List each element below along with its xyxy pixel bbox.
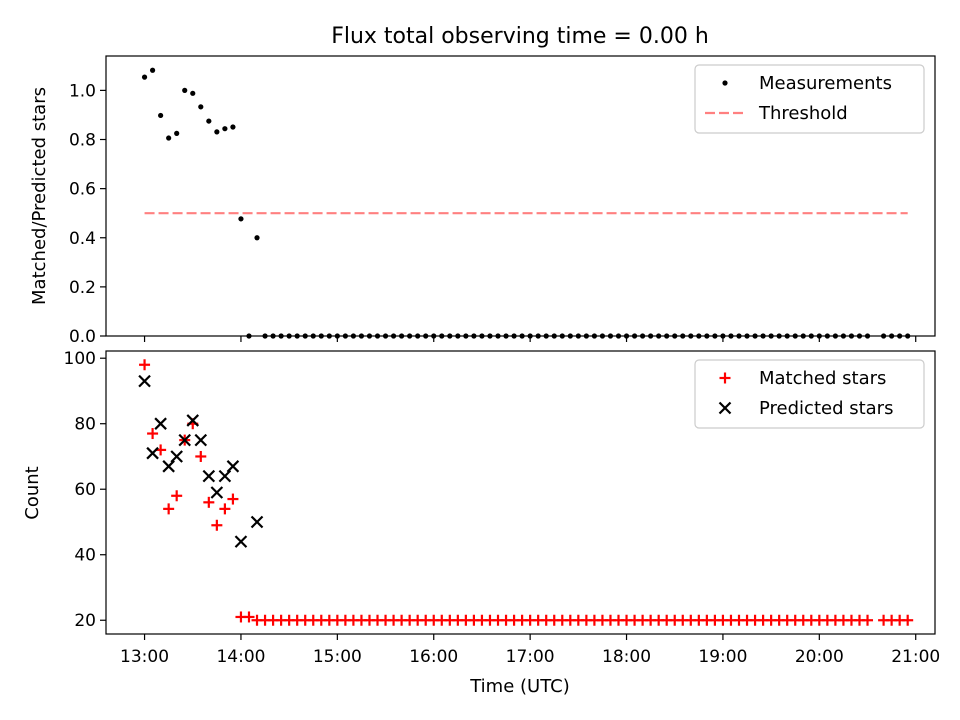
predicted-stars-point (178, 433, 192, 447)
measurements-point (238, 216, 244, 222)
measurements-point (222, 126, 228, 132)
predicted-stars-point (226, 460, 240, 473)
matched-stars-point (243, 611, 255, 623)
panel-ratio: 0.0 0.2 0.4 0.6 0.8 1.0 Matched/Predicted sta… (29, 55, 936, 347)
measurements-point (206, 118, 212, 124)
y-tick-label: 20 (74, 611, 96, 631)
measurements-point (230, 124, 236, 130)
predicted-stars-point (202, 469, 216, 483)
legend-swatch-measurements (722, 80, 728, 86)
predicted-stars-point (194, 433, 208, 447)
x-tick-label: 17:00 (506, 647, 555, 667)
ratio-legend: Measurements Threshold (694, 64, 925, 134)
legend-box (694, 64, 925, 134)
y-tick-label: 0.0 (69, 327, 96, 347)
matched-stars-point (139, 359, 151, 371)
measurements-point (198, 104, 204, 110)
y-tick-label: 80 (74, 415, 96, 435)
x-tick-label: 18:00 (602, 647, 651, 667)
ratio-y-ticks: 0.0 0.2 0.4 0.6 0.8 1.0 (69, 81, 106, 347)
matched-stars-point (171, 490, 183, 502)
predicted-stars-point (186, 414, 200, 427)
ratio-x-ticks (143, 336, 917, 342)
predicted-stars-point (210, 486, 224, 499)
x-tick-label: 21:00 (891, 647, 940, 667)
predicted-stars-point (146, 446, 159, 460)
matched-stars-point (147, 428, 159, 440)
count-x-ticks: 13:00 14:00 15:00 16:00 17:00 18:00 19:00 20:00… (120, 634, 940, 667)
legend-box (694, 359, 925, 429)
measurements-point (182, 87, 188, 93)
predicted-stars-point (138, 374, 151, 388)
matched-stars-point (219, 503, 231, 515)
count-y-axis-label: Count (22, 466, 43, 519)
y-tick-label: 60 (74, 480, 96, 500)
y-tick-label: 100 (64, 349, 96, 369)
predicted-stars-point (162, 460, 175, 473)
measurements-point (149, 67, 156, 73)
predicted-stars-point (250, 515, 264, 529)
y-tick-label: 0.8 (69, 131, 96, 151)
matched-stars-point (203, 496, 215, 508)
matched-stars-point (195, 450, 207, 462)
measurements-point (166, 135, 172, 141)
predicted-stars-point (154, 417, 167, 430)
predicted-stars-point (234, 535, 248, 548)
predicted-stars-point (170, 450, 183, 463)
measurements-point (174, 130, 180, 136)
count-axes-frame (105, 350, 936, 635)
x-tick-label: 20:00 (795, 647, 844, 667)
matched-stars-point (211, 519, 223, 531)
count-marks (138, 359, 914, 626)
predicted-stars-point (218, 469, 232, 483)
count-legend: Matched stars Predicted stars (694, 359, 925, 429)
legend-label-matched-stars: Matched stars (759, 368, 886, 389)
measurements-point (190, 90, 196, 96)
matched-stars-point (902, 614, 914, 626)
x-tick-label: 15:00 (313, 647, 362, 667)
legend-swatch-matched-stars (719, 372, 731, 384)
measurements-point (214, 129, 220, 135)
y-tick-label: 1.0 (69, 81, 96, 101)
x-tick-label: 14:00 (216, 647, 265, 667)
measurements-point (254, 235, 260, 241)
y-tick-label: 0.6 (69, 180, 96, 200)
ratio-axes-frame (105, 55, 936, 337)
x-tick-label: 19:00 (698, 647, 747, 667)
measurements-point (141, 74, 148, 80)
x-axis-label: Time (UTC) (469, 676, 570, 697)
panel-counts: 20 40 60 80 100 13:00 14:00 15:00 16:00 17:00 18:… (22, 349, 940, 697)
count-y-ticks: 20 40 60 80 100 (64, 349, 106, 631)
matched-stars-point (227, 493, 239, 505)
ratio-y-axis-label: Matched/Predicted stars (29, 87, 50, 305)
y-tick-label: 40 (74, 546, 96, 566)
x-tick-label: 13:00 (120, 647, 169, 667)
y-tick-label: 0.2 (69, 278, 96, 298)
legend-label-threshold: Threshold (758, 103, 848, 124)
legend-swatch-predicted-stars (718, 401, 732, 415)
measurements-point (158, 112, 164, 119)
matched-stars-point (163, 503, 175, 515)
y-tick-label: 0.4 (69, 229, 96, 249)
legend-label-predicted-stars: Predicted stars (759, 398, 893, 419)
legend-label-measurements: Measurements (759, 73, 892, 94)
chart-title: Flux total observing time = 0.00 h (331, 24, 709, 49)
x-tick-label: 16:00 (409, 647, 458, 667)
matched-stars-point (862, 614, 874, 626)
